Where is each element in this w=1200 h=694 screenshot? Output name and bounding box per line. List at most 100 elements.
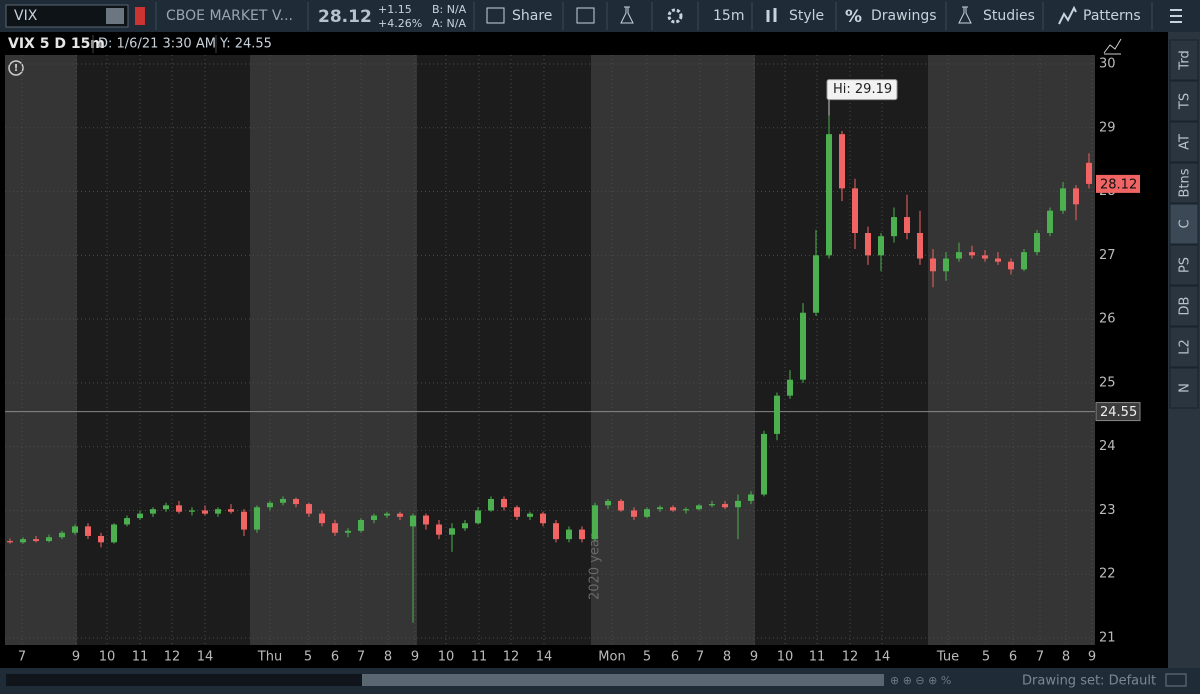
candle-body	[306, 504, 312, 514]
candle-body	[449, 528, 455, 535]
side-tab-label[interactable]: TS	[1178, 93, 1193, 110]
candle-body	[787, 379, 793, 396]
candle-body	[228, 509, 234, 512]
drawing-set[interactable]: Drawing set: Default	[1022, 674, 1156, 689]
session-shading	[5, 55, 1095, 645]
drawings[interactable]: Drawings	[871, 8, 937, 24]
candle-body	[345, 530, 351, 533]
side-tab-label[interactable]: Btns	[1178, 168, 1193, 197]
candle-body	[163, 505, 169, 510]
candle-body	[540, 513, 546, 524]
candle-body	[46, 537, 52, 542]
expand-icon[interactable]	[1103, 38, 1122, 55]
candle-body	[72, 526, 78, 533]
candle-body	[631, 510, 637, 517]
studies-icon[interactable]	[958, 6, 972, 24]
x-tick-label: 5	[982, 650, 990, 665]
y-tick-label: 23	[1099, 503, 1116, 518]
x-tick-label: 8	[384, 650, 392, 665]
candle-body	[1086, 162, 1092, 184]
patterns-icon[interactable]	[1058, 5, 1077, 25]
symbol-dropdown[interactable]	[106, 8, 124, 24]
candle-body	[683, 509, 689, 511]
x-tick-label: 11	[809, 650, 826, 665]
change-pct: +4.26%	[378, 17, 422, 30]
studies[interactable]: Studies	[983, 8, 1035, 24]
y-tick-label: 22	[1099, 567, 1116, 582]
last-price: 28.12	[318, 7, 372, 27]
candle-body	[917, 233, 923, 259]
candle-body	[423, 515, 429, 525]
candle-body	[124, 518, 130, 525]
crosshair-label: 24.55	[1100, 405, 1137, 420]
candle-body	[995, 258, 1001, 262]
style[interactable]: Style	[789, 8, 824, 24]
menu-icon[interactable]	[1170, 9, 1182, 23]
x-tick-label: 9	[750, 650, 758, 665]
drawings-icon[interactable]: %	[845, 7, 862, 27]
share-icon[interactable]	[486, 7, 505, 24]
settings-icon[interactable]	[667, 8, 683, 24]
symbol-box[interactable]	[5, 4, 129, 28]
separators	[155, 2, 1153, 30]
x-tick-label: 9	[411, 650, 419, 665]
side-tab[interactable]	[1169, 39, 1199, 81]
side-tab-label[interactable]: N	[1178, 383, 1193, 393]
candle-body	[592, 505, 598, 540]
candle-body	[852, 188, 858, 234]
side-tab-label[interactable]: DB	[1178, 297, 1193, 316]
side-tab[interactable]	[1169, 285, 1199, 327]
candle-body	[189, 510, 195, 512]
x-tick-label: 9	[72, 650, 80, 665]
info-icon[interactable]	[8, 60, 24, 76]
candle-body	[826, 134, 832, 256]
candle-body	[397, 513, 403, 517]
candle-body	[657, 507, 663, 510]
candle-body	[20, 539, 26, 543]
x-tick-label: 5	[643, 650, 651, 665]
candle-body	[85, 526, 91, 536]
side-tab[interactable]	[1169, 203, 1199, 245]
scrollbar-thumb[interactable]	[362, 674, 884, 686]
share[interactable]: Share	[512, 8, 552, 24]
side-tab[interactable]	[1169, 367, 1199, 409]
zoom-icons[interactable]: ⊕ ⊕ ⊖ ⊕ %	[890, 674, 951, 687]
alert-icon[interactable]	[576, 7, 595, 24]
candle-body	[410, 515, 416, 527]
candle-body	[7, 541, 13, 543]
candle-body	[33, 539, 39, 542]
side-tab-label[interactable]: PS	[1178, 257, 1193, 273]
footer-icon[interactable]	[1165, 673, 1187, 687]
candle-body	[137, 513, 143, 519]
x-tick-label: 7	[18, 650, 26, 665]
x-tick-label: 6	[331, 650, 339, 665]
candle-body	[1008, 261, 1014, 270]
side-tab-label[interactable]: AT	[1178, 134, 1193, 150]
candle-body	[475, 510, 481, 524]
candle-body	[436, 524, 442, 535]
link-icon[interactable]	[135, 7, 145, 25]
candle-body	[956, 252, 962, 259]
interval[interactable]: 15m	[713, 8, 744, 24]
x-tick-label: 12	[842, 650, 859, 665]
candle-body	[371, 515, 377, 521]
side-tab[interactable]	[1169, 80, 1199, 122]
side-tab-label[interactable]: Trd	[1178, 50, 1193, 70]
flask-icon[interactable]	[620, 6, 634, 24]
x-tick-label: 6	[671, 650, 679, 665]
style-icon[interactable]	[766, 8, 777, 22]
side-tab[interactable]	[1169, 326, 1199, 368]
candle-body	[891, 217, 897, 237]
x-tick-label: 14	[197, 650, 214, 665]
candle-body	[254, 507, 260, 530]
side-tab-label[interactable]: C	[1178, 219, 1193, 228]
annotation: Hi: 29.19	[833, 82, 892, 97]
patterns[interactable]: Patterns	[1083, 8, 1141, 24]
side-tab[interactable]	[1169, 244, 1199, 286]
candle-body	[527, 513, 533, 517]
candle-body	[566, 529, 572, 540]
side-tab-label[interactable]: L2	[1178, 339, 1193, 355]
candle-body	[735, 500, 741, 508]
side-tab[interactable]	[1169, 121, 1199, 163]
side-tab[interactable]	[1169, 162, 1199, 204]
